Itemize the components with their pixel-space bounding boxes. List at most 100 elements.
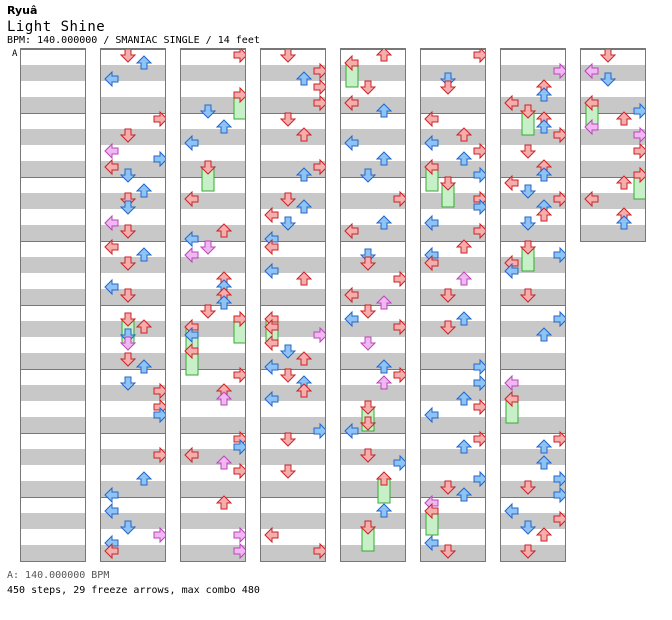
- left-arrow-icon: [264, 526, 279, 544]
- left-arrow-icon: [104, 238, 119, 256]
- left-arrow-icon: [264, 318, 279, 336]
- beat-stripe: [181, 289, 245, 305]
- down-arrow-icon: [359, 336, 377, 351]
- up-arrow-icon: [535, 455, 553, 470]
- left-arrow-icon: [104, 158, 119, 176]
- down-arrow-icon: [519, 480, 537, 495]
- right-arrow-icon: [313, 62, 325, 80]
- right-arrow-icon: [233, 542, 245, 560]
- beat-stripe: [421, 385, 485, 401]
- left-arrow-icon: [424, 254, 439, 272]
- right-arrow-icon: [313, 422, 325, 440]
- right-arrow-icon: [313, 78, 325, 96]
- beat-stripe: [341, 481, 405, 497]
- up-arrow-icon: [295, 167, 313, 182]
- left-arrow-icon: [504, 262, 519, 280]
- down-arrow-icon: [119, 192, 137, 207]
- right-arrow-icon: [233, 462, 245, 480]
- left-arrow-icon: [424, 110, 439, 128]
- left-arrow-icon: [584, 190, 599, 208]
- down-arrow-icon: [519, 544, 537, 559]
- left-arrow-icon: [104, 502, 119, 520]
- right-arrow-icon: [153, 446, 165, 464]
- right-arrow-icon: [393, 366, 405, 384]
- beat-stripe: [261, 481, 325, 497]
- up-arrow-icon: [295, 127, 313, 142]
- right-arrow-icon: [473, 398, 485, 416]
- bpm-marker: A: [12, 49, 18, 59]
- down-arrow-icon: [359, 400, 377, 415]
- beat-stripe: [21, 289, 85, 305]
- up-arrow-icon: [535, 207, 553, 222]
- left-arrow-icon: [264, 390, 279, 408]
- beat-stripe: [21, 129, 85, 145]
- up-arrow-icon: [615, 111, 633, 126]
- chart-column: [260, 48, 326, 562]
- beat-stripe: [261, 97, 325, 113]
- down-arrow-icon: [359, 520, 377, 535]
- beat-stripe: [261, 129, 325, 145]
- down-arrow-icon: [439, 176, 457, 191]
- down-arrow-icon: [199, 240, 217, 255]
- up-arrow-icon: [215, 391, 233, 406]
- up-arrow-icon: [375, 103, 393, 118]
- beat-stripe: [261, 417, 325, 433]
- chart-column: [100, 48, 166, 562]
- down-arrow-icon: [119, 128, 137, 143]
- beat-stripe: [341, 385, 405, 401]
- up-arrow-icon: [455, 311, 473, 326]
- up-arrow-icon: [615, 175, 633, 190]
- up-arrow-icon: [295, 71, 313, 86]
- down-arrow-icon: [279, 112, 297, 127]
- up-arrow-icon: [215, 223, 233, 238]
- step-stats: 450 steps, 29 freeze arrows, max combo 4…: [7, 585, 260, 596]
- down-arrow-icon: [279, 432, 297, 447]
- down-arrow-icon: [279, 368, 297, 383]
- up-arrow-icon: [375, 151, 393, 166]
- right-arrow-icon: [153, 406, 165, 424]
- up-arrow-icon: [295, 199, 313, 214]
- beat-stripe: [101, 449, 165, 465]
- chart-column: [20, 48, 86, 562]
- down-arrow-icon: [439, 80, 457, 95]
- right-arrow-icon: [473, 49, 485, 64]
- beat-stripe: [21, 449, 85, 465]
- down-arrow-icon: [519, 520, 537, 535]
- right-arrow-icon: [553, 62, 565, 80]
- up-arrow-icon: [535, 167, 553, 182]
- beat-stripe: [261, 449, 325, 465]
- right-arrow-icon: [233, 310, 245, 328]
- down-arrow-icon: [119, 168, 137, 183]
- up-arrow-icon: [455, 239, 473, 254]
- down-arrow-icon: [359, 416, 377, 431]
- chart-column: [580, 48, 646, 242]
- beat-stripe: [101, 385, 165, 401]
- beat-stripe: [21, 257, 85, 273]
- right-arrow-icon: [473, 222, 485, 240]
- left-arrow-icon: [424, 502, 439, 520]
- beat-stripe: [261, 545, 325, 561]
- right-arrow-icon: [633, 142, 645, 160]
- beat-stripe: [341, 513, 405, 529]
- right-arrow-icon: [473, 374, 485, 392]
- up-arrow-icon: [135, 183, 153, 198]
- beat-stripe: [21, 161, 85, 177]
- down-arrow-icon: [119, 336, 137, 351]
- down-arrow-icon: [199, 304, 217, 319]
- beat-stripe: [101, 97, 165, 113]
- beat-stripe: [501, 513, 565, 529]
- up-arrow-icon: [455, 391, 473, 406]
- down-arrow-icon: [119, 352, 137, 367]
- beat-stripe: [501, 225, 565, 241]
- beat-stripe: [21, 545, 85, 561]
- right-arrow-icon: [313, 326, 325, 344]
- down-arrow-icon: [519, 216, 537, 231]
- left-arrow-icon: [424, 406, 439, 424]
- beat-stripe: [181, 257, 245, 273]
- down-arrow-icon: [439, 72, 457, 87]
- left-arrow-icon: [424, 534, 439, 552]
- chart-info: BPM: 140.000000 / SMANIAC SINGLE / 14 fe…: [7, 35, 260, 46]
- down-arrow-icon: [119, 256, 137, 271]
- right-arrow-icon: [153, 150, 165, 168]
- beat-stripe: [501, 353, 565, 369]
